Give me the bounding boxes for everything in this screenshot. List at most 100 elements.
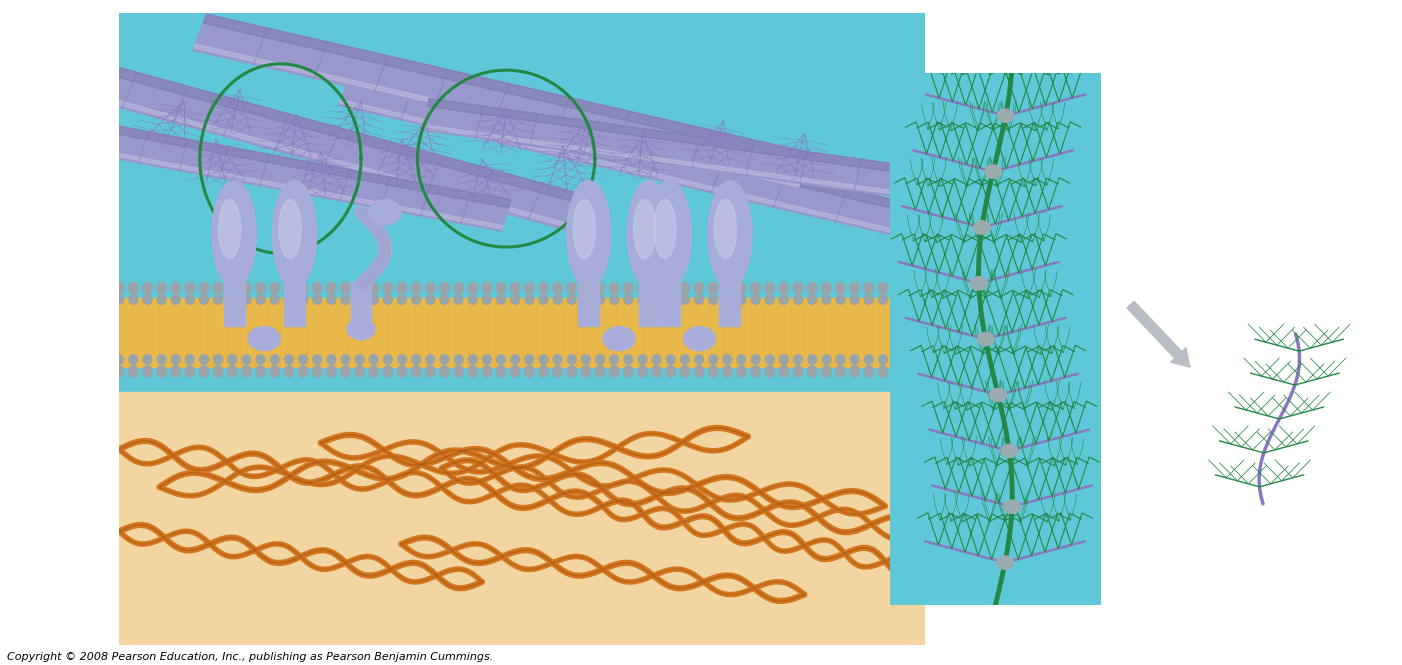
Ellipse shape xyxy=(327,283,336,294)
Ellipse shape xyxy=(582,354,590,364)
Ellipse shape xyxy=(794,366,803,377)
Ellipse shape xyxy=(524,354,534,364)
Ellipse shape xyxy=(568,295,576,305)
Ellipse shape xyxy=(638,354,646,364)
Ellipse shape xyxy=(714,200,736,259)
Ellipse shape xyxy=(482,283,492,294)
Ellipse shape xyxy=(171,283,181,294)
Polygon shape xyxy=(100,150,503,229)
Ellipse shape xyxy=(603,327,635,350)
Bar xyxy=(639,282,660,326)
Bar xyxy=(578,282,599,326)
Ellipse shape xyxy=(313,354,321,364)
Ellipse shape xyxy=(129,366,139,377)
Ellipse shape xyxy=(241,366,251,377)
Ellipse shape xyxy=(624,354,632,364)
Ellipse shape xyxy=(243,295,251,305)
Ellipse shape xyxy=(596,354,604,364)
Ellipse shape xyxy=(538,366,548,377)
Polygon shape xyxy=(348,72,972,226)
Ellipse shape xyxy=(921,366,930,377)
Ellipse shape xyxy=(143,366,153,377)
Polygon shape xyxy=(422,98,969,206)
Ellipse shape xyxy=(709,295,718,305)
Ellipse shape xyxy=(510,354,520,364)
Ellipse shape xyxy=(411,366,421,377)
Ellipse shape xyxy=(736,283,746,294)
Ellipse shape xyxy=(285,295,293,305)
Ellipse shape xyxy=(652,354,660,364)
Ellipse shape xyxy=(255,283,265,294)
Ellipse shape xyxy=(751,295,760,305)
Ellipse shape xyxy=(185,283,195,294)
Ellipse shape xyxy=(454,366,464,377)
Ellipse shape xyxy=(984,165,1001,178)
Ellipse shape xyxy=(241,283,251,294)
Ellipse shape xyxy=(115,366,123,377)
Ellipse shape xyxy=(157,354,165,364)
Ellipse shape xyxy=(723,295,732,305)
Ellipse shape xyxy=(808,283,817,294)
Ellipse shape xyxy=(157,366,167,377)
Ellipse shape xyxy=(496,354,506,364)
Ellipse shape xyxy=(906,283,916,294)
Ellipse shape xyxy=(1001,444,1018,458)
Ellipse shape xyxy=(580,366,590,377)
Ellipse shape xyxy=(822,283,831,294)
Ellipse shape xyxy=(299,283,308,294)
Ellipse shape xyxy=(554,295,562,305)
Ellipse shape xyxy=(257,295,265,305)
Ellipse shape xyxy=(977,332,994,346)
Ellipse shape xyxy=(708,366,718,377)
Ellipse shape xyxy=(765,354,774,364)
Polygon shape xyxy=(339,100,962,249)
Ellipse shape xyxy=(538,283,548,294)
Ellipse shape xyxy=(906,366,916,377)
Ellipse shape xyxy=(822,366,831,377)
Ellipse shape xyxy=(115,283,123,294)
Ellipse shape xyxy=(634,200,656,259)
Ellipse shape xyxy=(524,366,534,377)
Ellipse shape xyxy=(454,295,463,305)
Ellipse shape xyxy=(199,366,209,377)
Ellipse shape xyxy=(143,283,153,294)
Ellipse shape xyxy=(171,354,181,364)
Ellipse shape xyxy=(850,283,859,294)
Ellipse shape xyxy=(794,295,802,305)
Ellipse shape xyxy=(482,366,492,377)
Ellipse shape xyxy=(973,221,990,234)
Ellipse shape xyxy=(596,366,604,377)
Ellipse shape xyxy=(255,366,265,377)
Ellipse shape xyxy=(907,295,916,305)
Ellipse shape xyxy=(808,295,816,305)
Ellipse shape xyxy=(610,366,620,377)
Ellipse shape xyxy=(751,354,760,364)
Ellipse shape xyxy=(454,283,464,294)
Ellipse shape xyxy=(921,295,930,305)
Ellipse shape xyxy=(185,354,195,364)
Ellipse shape xyxy=(737,295,746,305)
Ellipse shape xyxy=(384,354,393,364)
Ellipse shape xyxy=(864,295,873,305)
Ellipse shape xyxy=(341,366,350,377)
Ellipse shape xyxy=(313,366,322,377)
Polygon shape xyxy=(193,44,801,187)
Ellipse shape xyxy=(229,354,237,364)
Ellipse shape xyxy=(850,354,859,364)
Ellipse shape xyxy=(369,295,379,305)
Ellipse shape xyxy=(383,283,393,294)
Ellipse shape xyxy=(355,354,365,364)
Ellipse shape xyxy=(708,181,751,288)
Ellipse shape xyxy=(921,354,930,364)
Ellipse shape xyxy=(496,366,506,377)
Ellipse shape xyxy=(794,283,803,294)
Ellipse shape xyxy=(780,283,789,294)
Ellipse shape xyxy=(723,354,732,364)
Ellipse shape xyxy=(482,354,491,364)
Ellipse shape xyxy=(341,354,350,364)
Ellipse shape xyxy=(652,283,662,294)
Ellipse shape xyxy=(879,354,887,364)
Ellipse shape xyxy=(213,295,223,305)
Ellipse shape xyxy=(638,366,648,377)
Ellipse shape xyxy=(694,366,704,377)
